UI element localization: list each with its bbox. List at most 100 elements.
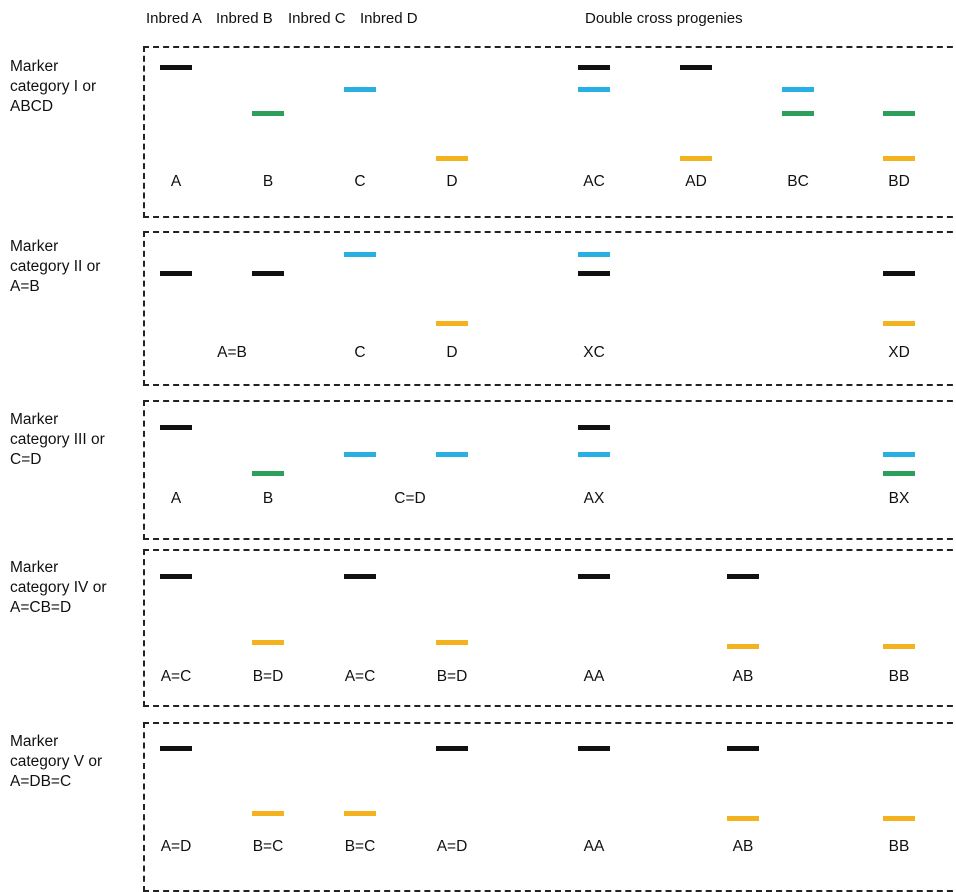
marker-band-black [160,746,192,751]
category-name-line: A=DB=C [10,773,72,790]
genotype-label: BB [888,668,910,685]
genotype-label: B [262,490,274,507]
genotype-label: BC [787,173,809,190]
category-name-2: Marker category II or A=B [10,237,100,297]
marker-band-black [160,574,192,579]
genotype-label: BD [888,173,910,190]
genotype-label: D [446,344,458,361]
genotype-label: B=D [436,668,468,685]
category-name-line: category III or [10,431,105,448]
genotype-label: BB [888,838,910,855]
category-panel-2 [143,231,956,386]
genotype-label: B=C [252,838,284,855]
marker-band-black [578,574,610,579]
category-name-line: A=B [10,278,40,295]
genotype-label: A [170,173,182,190]
marker-band-orange [436,156,468,161]
genotype-label: AA [583,668,605,685]
genotype-label: A=C [344,668,376,685]
category-name-line: Marker [10,733,59,750]
marker-band-black [436,746,468,751]
category-name-line: category I or [10,78,97,95]
marker-band-orange [252,640,284,645]
marker-band-orange [252,811,284,816]
inbred-header-b: Inbred B [216,10,273,27]
marker-band-black [160,425,192,430]
marker-band-blue [782,87,814,92]
genotype-label: B=D [252,668,284,685]
marker-band-green [883,471,915,476]
marker-band-orange [680,156,712,161]
marker-band-orange [727,816,759,821]
genotype-label: A [170,490,182,507]
category-name-line: category V or [10,753,103,770]
marker-band-green [252,471,284,476]
marker-band-blue [578,452,610,457]
marker-band-green [782,111,814,116]
category-name-line: ABCD [10,98,54,115]
marker-band-black [883,271,915,276]
genotype-label: D [446,173,458,190]
category-name-line: A=CB=D [10,599,72,616]
marker-band-black [727,574,759,579]
marker-band-black [578,746,610,751]
category-name-line: category II or [10,258,101,275]
genotype-label: AB [732,668,754,685]
marker-band-orange [883,321,915,326]
category-panel-3 [143,400,956,540]
marker-band-orange [883,156,915,161]
marker-band-green [252,111,284,116]
marker-band-green [883,111,915,116]
marker-band-black [160,271,192,276]
inbred-header-c: Inbred C [288,10,346,27]
marker-band-blue [578,252,610,257]
category-name-line: category IV or [10,579,107,596]
marker-band-black [344,574,376,579]
marker-band-blue [344,252,376,257]
category-name-line: Marker [10,559,59,576]
genotype-label: C=D [394,490,426,507]
marker-band-blue [436,452,468,457]
genotype-label: A=D [160,838,192,855]
progenies-header: Double cross progenies [585,10,743,27]
genotype-label: C [354,344,366,361]
marker-band-black [160,65,192,70]
category-name-5: Marker category V or A=DB=C [10,732,102,792]
marker-band-orange [436,321,468,326]
marker-band-blue [344,87,376,92]
category-name-1: Marker category I or ABCD [10,57,96,117]
inbred-header-d: Inbred D [360,10,418,27]
marker-band-blue [578,87,610,92]
category-panel-1 [143,46,956,218]
category-name-line: Marker [10,238,59,255]
category-name-line: Marker [10,58,59,75]
genotype-label: AB [732,838,754,855]
genotype-label: B=C [344,838,376,855]
marker-band-blue [883,452,915,457]
marker-band-black [252,271,284,276]
genotype-label: A=B [217,344,247,361]
marker-band-orange [727,644,759,649]
category-name-4: Marker category IV or A=CB=D [10,558,107,618]
marker-band-black [578,271,610,276]
marker-band-black [578,65,610,70]
marker-band-black [578,425,610,430]
category-name-line: C=D [10,451,42,468]
genotype-label: AA [583,838,605,855]
category-name-3: Marker category III or C=D [10,410,105,470]
genotype-label: A=C [160,668,192,685]
marker-band-orange [883,644,915,649]
category-panel-5 [143,722,956,892]
genotype-label: XC [583,344,605,361]
marker-band-blue [344,452,376,457]
inbred-header-a: Inbred A [146,10,202,27]
genotype-label: AD [685,173,707,190]
category-panel-4 [143,549,956,707]
genotype-label: B [262,173,274,190]
genotype-label: A=D [436,838,468,855]
genotype-label: XD [888,344,910,361]
marker-band-orange [883,816,915,821]
genotype-label: BX [888,490,910,507]
marker-band-orange [344,811,376,816]
marker-band-black [727,746,759,751]
